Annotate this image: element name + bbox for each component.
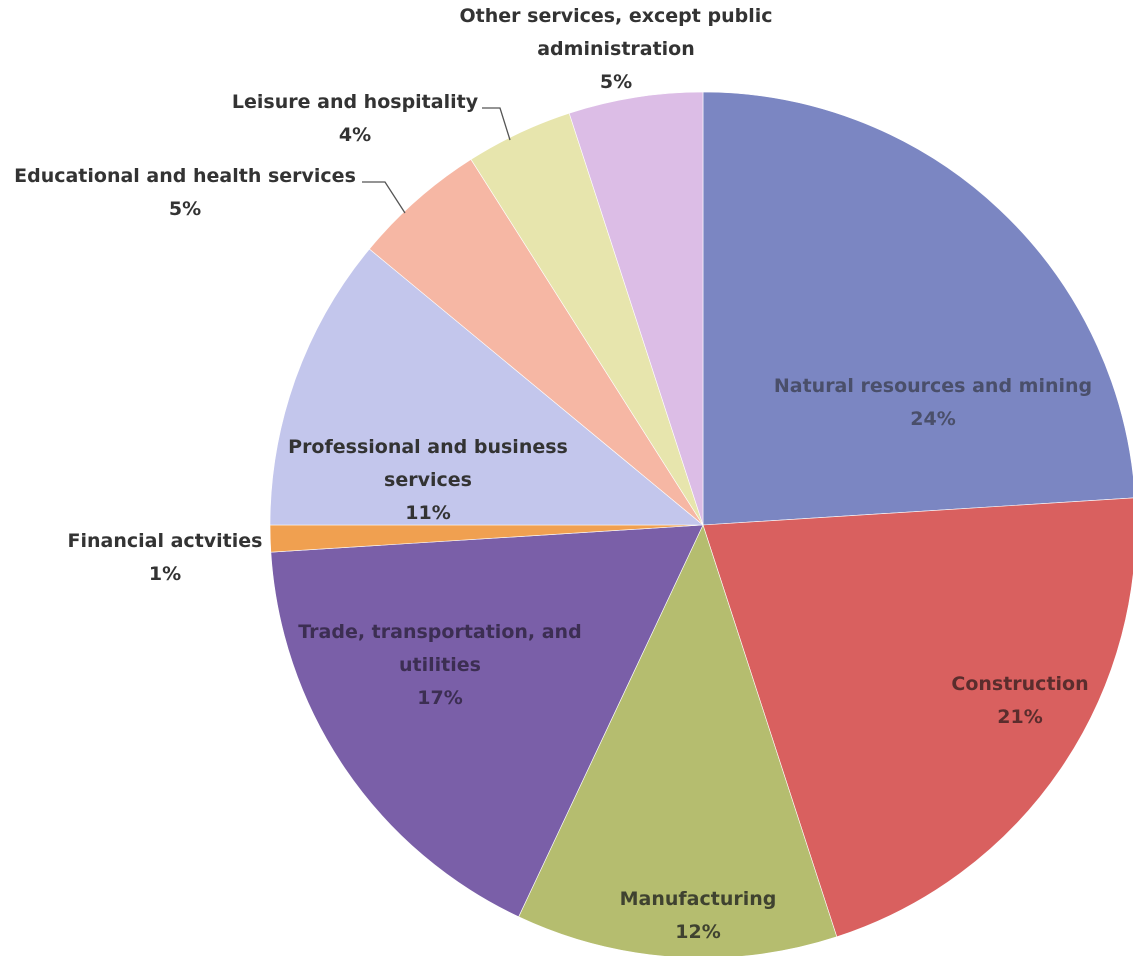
- data-label-natural-resources-and-mining: Natural resources and mining 24%: [774, 375, 1092, 430]
- data-label-manufacturing: Manufacturing 12%: [620, 888, 777, 943]
- pie-slice-trade-transportation-and-utilities: [270, 524, 704, 918]
- data-label-leisure-and-hospitality: Leisure and hospitality 4%: [232, 91, 479, 146]
- slice-percent-text: 1%: [149, 563, 181, 585]
- leader-line-educational-and-health-services: [362, 181, 406, 214]
- slice-percent-text: 12%: [675, 921, 720, 943]
- slice-name-text: Natural resources and mining: [774, 375, 1092, 397]
- data-label-trade-transportation-and-utilities: Trade, transportation, and utilities 17%: [298, 621, 581, 709]
- slice-percent-text: 21%: [997, 706, 1042, 728]
- slice-name-text: Construction: [951, 673, 1088, 695]
- slice-percent-text: 5%: [169, 198, 201, 220]
- pie-slice-manufacturing: [518, 524, 838, 956]
- leader-line-leisure-and-hospitality: [482, 107, 511, 141]
- slice-name-text: Educational and health services: [14, 165, 356, 187]
- pie-slice-construction: [702, 497, 1133, 938]
- slice-percent-text: 5%: [600, 71, 632, 93]
- pie-slice-other-services-except-public-administration: [568, 91, 704, 526]
- slice-percent-text: 4%: [339, 124, 371, 146]
- pie-labels: Natural resources and mining 24% Construct…: [14, 5, 1092, 943]
- data-label-educational-and-health-services: Educational and health services 5%: [14, 165, 356, 220]
- slice-name-text: Professional and business: [288, 436, 568, 458]
- slice-name-text: services: [384, 469, 472, 491]
- slice-name-text: Financial actvities: [68, 530, 263, 552]
- slice-name-text: Manufacturing: [620, 888, 777, 910]
- slice-name-text: administration: [537, 38, 695, 60]
- data-label-construction: Construction 21%: [951, 673, 1088, 728]
- data-label-other-services-except-public-administration: Other services, except public administrat…: [460, 5, 773, 93]
- slice-name-text: Leisure and hospitality: [232, 91, 479, 113]
- slice-percent-text: 11%: [405, 502, 450, 524]
- pie-slices: [269, 91, 1133, 956]
- data-label-professional-and-business-services: Professional and business services 11%: [288, 436, 568, 524]
- data-label-financial-actvities: Financial actvities 1%: [68, 530, 263, 585]
- slice-percent-text: 24%: [910, 408, 955, 430]
- slice-name-text: Other services, except public: [460, 5, 773, 27]
- pie-slice-professional-and-business-services: [269, 248, 704, 526]
- slice-name-text: Trade, transportation, and: [298, 621, 581, 643]
- slice-name-text: utilities: [399, 654, 481, 676]
- pie-slice-natural-resources-and-mining: [702, 91, 1133, 526]
- slice-percent-text: 17%: [417, 687, 462, 709]
